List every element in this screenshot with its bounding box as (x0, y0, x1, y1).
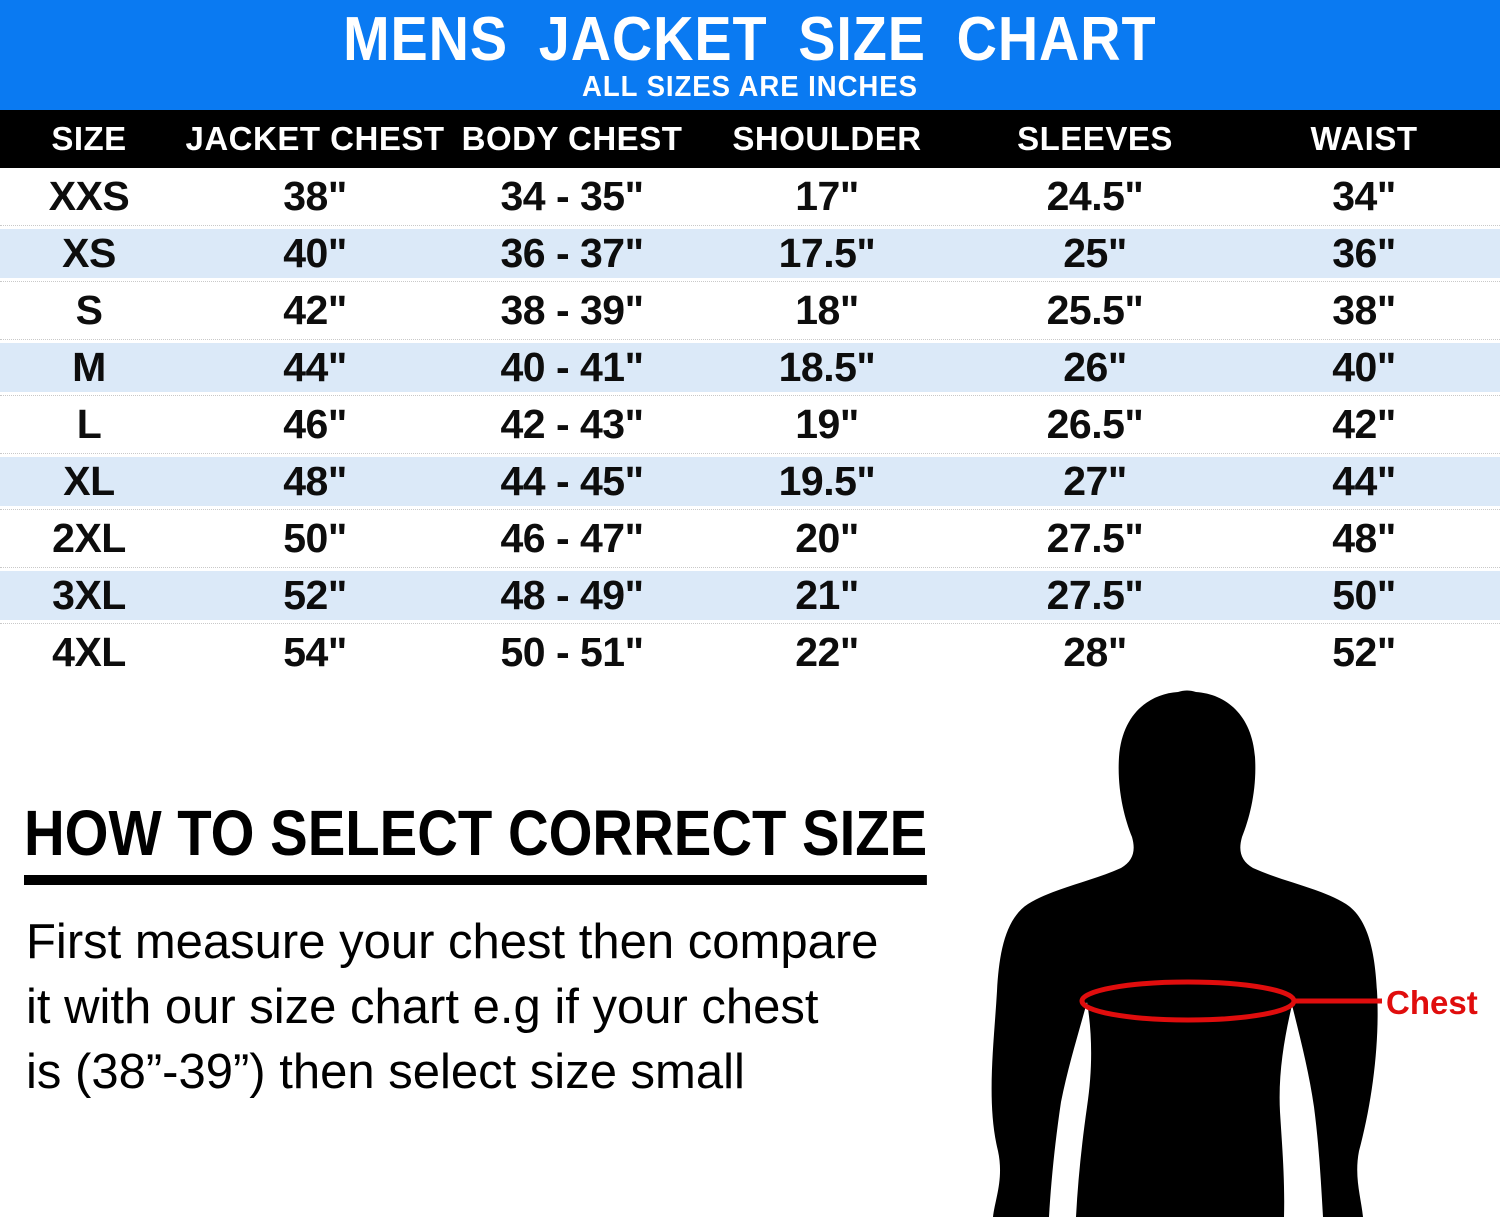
shoulder-cell: 21" (795, 572, 859, 618)
page-subtitle: ALL SIZES ARE INCHES (582, 71, 918, 103)
body-chest-cell: 40 - 41" (500, 344, 644, 390)
shoulder-cell: 17.5" (778, 230, 876, 276)
guide-paragraph: First measure your chest then compare it… (26, 910, 878, 1105)
body-chest-cell: 46 - 47" (500, 515, 644, 561)
jacket-chest-cell: 38" (283, 173, 347, 219)
column-header-sleeves: SLEEVES (1017, 120, 1173, 157)
table-row: 4XL 54" 50 - 51" 22" 28" 52" (0, 624, 1500, 681)
table-row: XS 40" 36 - 37" 17.5" 25" 36" (0, 225, 1500, 282)
waist-cell: 42" (1332, 401, 1396, 447)
table-header-row: SIZE JACKET CHEST BODY CHEST SHOULDER SL… (0, 110, 1500, 168)
waist-cell: 44" (1332, 458, 1396, 504)
sleeves-cell: 27" (1063, 458, 1127, 504)
sleeves-cell: 24.5" (1046, 173, 1144, 219)
sleeves-cell: 27.5" (1046, 572, 1144, 618)
shoulder-cell: 19" (795, 401, 859, 447)
guide-heading: HOW TO SELECT CORRECT SIZE (24, 800, 928, 885)
chest-label: Chest (1386, 984, 1478, 1021)
table-row: 3XL 52" 48 - 49" 21" 27.5" 50" (0, 567, 1500, 624)
guide-line: is (38”-39”) then select size small (26, 1045, 745, 1099)
left-arm-gap (1049, 1002, 1092, 1217)
shoulder-cell: 18" (795, 287, 859, 333)
size-cell: 2XL (52, 515, 126, 561)
jacket-chest-cell: 54" (283, 629, 347, 675)
column-header-waist: WAIST (1310, 120, 1418, 157)
size-cell: XL (63, 458, 115, 504)
shoulder-cell: 22" (795, 629, 859, 675)
table-row: M 44" 40 - 41" 18.5" 26" 40" (0, 339, 1500, 396)
man-silhouette (991, 690, 1382, 1217)
waist-cell: 40" (1332, 344, 1396, 390)
banner: MENS JACKET SIZE CHART ALL SIZES ARE INC… (0, 0, 1500, 110)
waist-cell: 52" (1332, 629, 1396, 675)
sleeves-cell: 28" (1063, 629, 1127, 675)
size-cell: S (75, 287, 103, 333)
body-chest-cell: 38 - 39" (500, 287, 644, 333)
size-cell: 3XL (52, 572, 126, 618)
column-header-size: SIZE (51, 120, 127, 157)
jacket-chest-cell: 44" (283, 344, 347, 390)
page-title: MENS JACKET SIZE CHART (343, 5, 1157, 74)
jacket-chest-cell: 52" (283, 572, 347, 618)
guide-line: First measure your chest then compare (26, 915, 879, 969)
table-row: XL 48" 44 - 45" 19.5" 27" 44" (0, 453, 1500, 510)
chest-measurement-ellipse (1079, 979, 1297, 1023)
size-cell: M (72, 344, 106, 390)
shoulder-cell: 19.5" (778, 458, 876, 504)
body-chest-cell: 34 - 35" (500, 173, 644, 219)
body-chest-cell: 48 - 49" (500, 572, 644, 618)
sleeves-cell: 25" (1063, 230, 1127, 276)
sleeves-cell: 25.5" (1046, 287, 1144, 333)
jacket-chest-cell: 50" (283, 515, 347, 561)
silhouette-body (991, 690, 1378, 1217)
size-cell: XS (62, 230, 116, 276)
table-row: 2XL 50" 46 - 47" 20" 27.5" 48" (0, 510, 1500, 567)
jacket-chest-cell: 42" (283, 287, 347, 333)
table-row: S 42" 38 - 39" 18" 25.5" 38" (0, 282, 1500, 339)
size-table-body: XXS 38" 34 - 35" 17" 24.5" 34" XS 40" 36… (0, 168, 1500, 681)
shoulder-cell: 17" (795, 173, 859, 219)
size-cell: XXS (48, 173, 130, 219)
body-chest-cell: 36 - 37" (500, 230, 644, 276)
waist-cell: 36" (1332, 230, 1396, 276)
table-row: XXS 38" 34 - 35" 17" 24.5" 34" (0, 168, 1500, 225)
size-cell: 4XL (52, 629, 126, 675)
column-header-shoulder: SHOULDER (732, 120, 922, 157)
shoulder-cell: 18.5" (778, 344, 876, 390)
table-row: L 46" 42 - 43" 19" 26.5" 42" (0, 396, 1500, 453)
shoulder-cell: 20" (795, 515, 859, 561)
jacket-chest-cell: 46" (283, 401, 347, 447)
waist-cell: 38" (1332, 287, 1396, 333)
column-header-jacket-chest: JACKET CHEST (185, 120, 445, 157)
waist-cell: 34" (1332, 173, 1396, 219)
body-chest-cell: 42 - 43" (500, 401, 644, 447)
right-arm-gap (1279, 1005, 1323, 1217)
size-cell: L (76, 401, 102, 447)
jacket-chest-cell: 48" (283, 458, 347, 504)
guide-line: it with our size chart e.g if your chest (26, 980, 819, 1034)
jacket-chest-cell: 40" (283, 230, 347, 276)
body-chest-cell: 44 - 45" (500, 458, 644, 504)
body-chest-cell: 50 - 51" (500, 629, 644, 675)
sleeves-cell: 26" (1063, 344, 1127, 390)
waist-cell: 48" (1332, 515, 1396, 561)
waist-cell: 50" (1332, 572, 1396, 618)
sleeves-cell: 26.5" (1046, 401, 1144, 447)
column-header-body-chest: BODY CHEST (461, 120, 683, 157)
sleeves-cell: 27.5" (1046, 515, 1144, 561)
